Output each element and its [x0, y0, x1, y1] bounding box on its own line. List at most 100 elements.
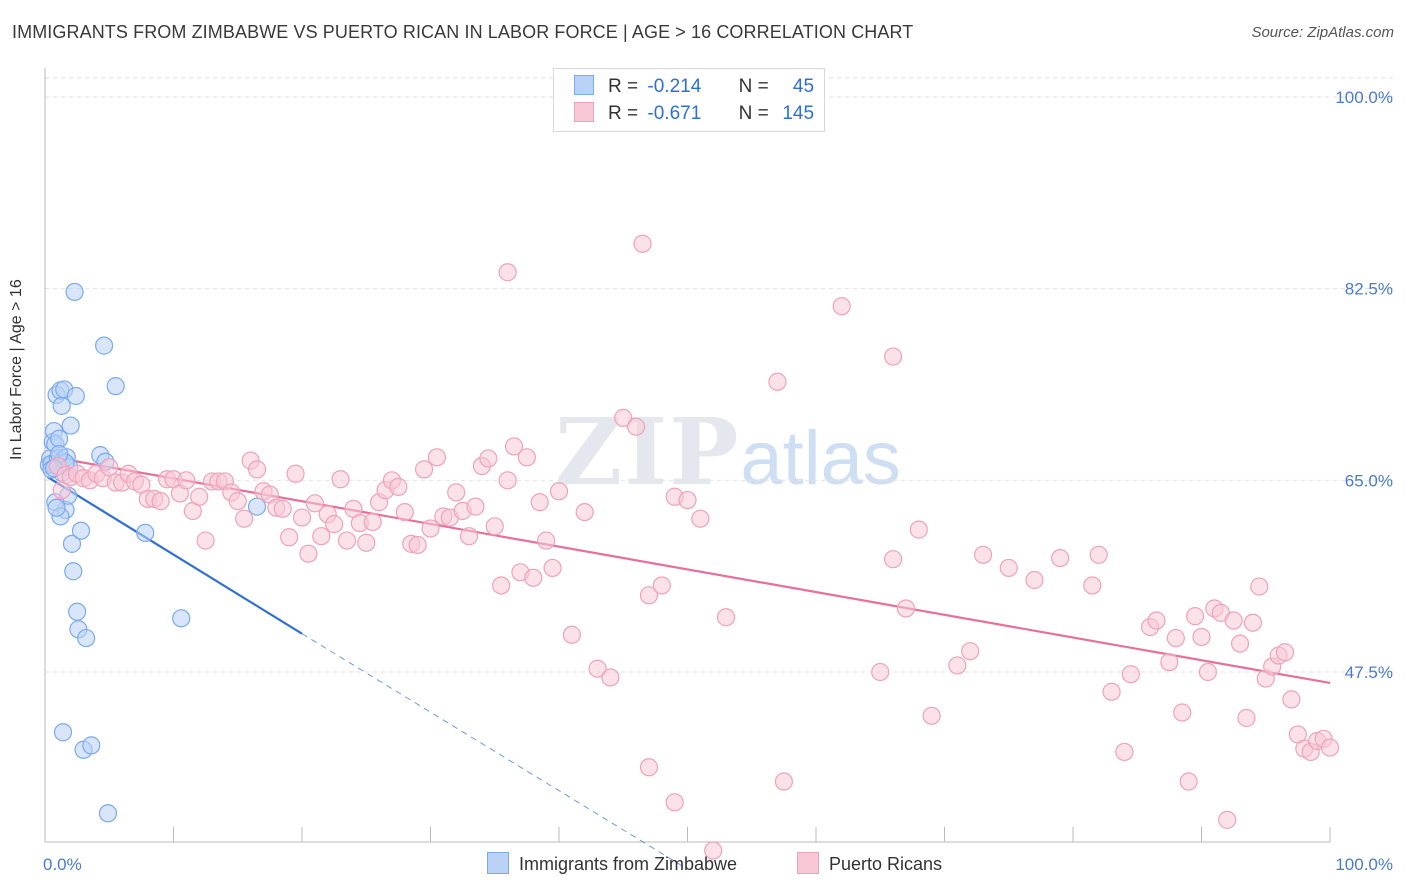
- point-puerto-ricans: [196, 531, 215, 550]
- point-puerto-ricans: [575, 502, 594, 522]
- point-zimbabwe: [95, 336, 114, 355]
- point-puerto-ricans: [312, 527, 331, 546]
- point-puerto-ricans: [292, 508, 312, 527]
- point-puerto-ricans: [1185, 607, 1205, 626]
- point-puerto-ricans: [1243, 613, 1263, 632]
- point-zimbabwe: [65, 282, 84, 302]
- point-zimbabwe: [64, 562, 83, 581]
- point-puerto-ricans: [151, 492, 170, 511]
- point-puerto-ricans: [357, 533, 376, 552]
- point-zimbabwe: [172, 609, 191, 628]
- point-puerto-ricans: [549, 482, 569, 501]
- y-tick-labels: 100.0% 82.5% 65.0% 47.5%: [1335, 88, 1393, 682]
- point-puerto-ricans: [517, 448, 536, 467]
- point-puerto-ricans: [871, 662, 890, 682]
- point-puerto-ricans: [562, 625, 581, 644]
- point-puerto-ricans: [588, 659, 607, 678]
- point-zimbabwe: [66, 386, 85, 406]
- point-puerto-ricans: [1083, 576, 1102, 595]
- watermark-zip: ZIP: [555, 398, 741, 506]
- point-zimbabwe: [68, 602, 87, 621]
- point-puerto-ricans: [235, 509, 254, 528]
- y-tick-label: 47.5%: [1345, 663, 1393, 682]
- point-puerto-ricans: [1121, 665, 1140, 684]
- data-points: [39, 234, 1340, 860]
- point-puerto-ricans: [395, 502, 414, 522]
- point-puerto-ricans: [331, 470, 350, 489]
- point-puerto-ricans: [1179, 772, 1198, 791]
- legend-label-puerto-ricans: Puerto Ricans: [829, 854, 943, 874]
- point-puerto-ricans: [774, 772, 793, 791]
- point-puerto-ricans: [408, 535, 427, 555]
- x-tick-label-max: 100.0%: [1335, 855, 1393, 874]
- point-puerto-ricans: [459, 527, 479, 546]
- legend-r-value-puerto-ricans: -0.671: [647, 103, 702, 124]
- point-puerto-ricans: [524, 568, 543, 587]
- legend-item-zimbabwe: Immigrants from Zimbabwe: [487, 852, 737, 875]
- grid: [45, 77, 1393, 673]
- point-puerto-ricans: [1275, 643, 1295, 662]
- point-puerto-ricans: [1192, 627, 1211, 647]
- watermark-atlas: atlas: [740, 416, 901, 501]
- point-puerto-ricans: [1224, 611, 1243, 630]
- point-puerto-ricans: [909, 520, 928, 539]
- point-puerto-ricans: [498, 263, 517, 282]
- point-zimbabwe: [98, 804, 118, 823]
- point-zimbabwe: [247, 497, 267, 516]
- point-puerto-ricans: [479, 449, 498, 468]
- legend-label-zimbabwe: Immigrants from Zimbabwe: [519, 854, 738, 874]
- y-tick-label: 82.5%: [1345, 280, 1393, 299]
- legend-item-puerto-ricans: Puerto Ricans: [797, 852, 942, 875]
- point-puerto-ricans: [1147, 611, 1166, 630]
- point-puerto-ricans: [504, 437, 524, 456]
- point-zimbabwe: [62, 534, 82, 553]
- point-puerto-ricans: [999, 558, 1018, 578]
- point-puerto-ricans: [973, 545, 993, 564]
- point-puerto-ricans: [363, 512, 382, 532]
- legend-n-label: N =: [738, 103, 769, 124]
- point-puerto-ricans: [447, 483, 466, 502]
- point-zimbabwe: [47, 498, 66, 517]
- point-puerto-ricans: [961, 642, 980, 661]
- point-puerto-ricans: [716, 608, 736, 627]
- point-zimbabwe: [106, 377, 125, 396]
- y-tick-label: 100.0%: [1335, 88, 1393, 107]
- point-puerto-ricans: [704, 841, 723, 860]
- correlation-legend: R = -0.214 N = 45 R = -0.671 N = 145: [553, 68, 825, 132]
- point-puerto-ricans: [1282, 690, 1301, 709]
- point-puerto-ricans: [273, 499, 292, 518]
- point-puerto-ricans: [601, 668, 620, 687]
- point-puerto-ricans: [1025, 570, 1044, 590]
- point-puerto-ricans: [325, 515, 344, 534]
- point-puerto-ricans: [537, 531, 556, 550]
- point-puerto-ricans: [466, 497, 485, 516]
- point-puerto-ricans: [280, 528, 299, 547]
- point-puerto-ricans: [427, 448, 447, 467]
- legend-swatch-zimbabwe: [574, 75, 594, 95]
- axes: [44, 68, 1331, 843]
- point-puerto-ricans: [832, 297, 851, 316]
- point-puerto-ricans: [1218, 810, 1237, 829]
- point-zimbabwe: [53, 723, 73, 742]
- point-zimbabwe: [82, 736, 101, 755]
- point-puerto-ricans: [389, 477, 408, 497]
- legend-n-value-zimbabwe: 45: [792, 76, 815, 97]
- point-puerto-ricans: [1115, 742, 1134, 762]
- point-puerto-ricans: [639, 586, 659, 605]
- point-puerto-ricans: [1160, 653, 1179, 672]
- legend-r-label: R =: [608, 103, 639, 124]
- source-label: Source: ZipAtlas.com: [1251, 24, 1394, 41]
- point-puerto-ricans: [498, 471, 517, 490]
- point-zimbabwe: [136, 523, 155, 543]
- point-puerto-ricans: [1237, 708, 1256, 728]
- point-puerto-ricans: [1250, 577, 1269, 596]
- point-puerto-ricans: [485, 517, 504, 536]
- point-puerto-ricans: [883, 347, 903, 366]
- trend-extension-zimbabwe: [301, 633, 688, 870]
- chart-title: IMMIGRANTS FROM ZIMBABWE VS PUERTO RICAN…: [12, 22, 914, 42]
- point-puerto-ricans: [190, 487, 209, 506]
- point-puerto-ricans: [922, 706, 941, 725]
- point-puerto-ricans: [652, 576, 671, 595]
- legend-row-zimbabwe: R = -0.214 N = 45: [574, 75, 814, 99]
